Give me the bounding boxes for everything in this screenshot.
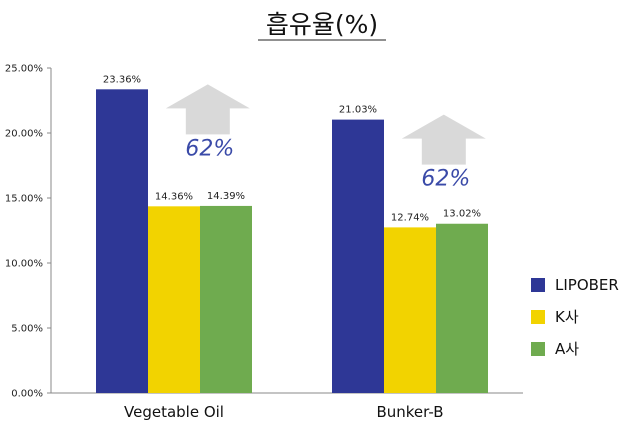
legend-label: LIPOBER xyxy=(555,276,619,294)
legend-swatch xyxy=(531,278,545,292)
data-labels: 23.36% 14.36% 14.39% 21.03% 12.74% 13.02% xyxy=(103,74,481,223)
legend-label: A사 xyxy=(555,340,579,358)
data-label: 23.36% xyxy=(103,74,141,85)
y-tick-label: 25.00% xyxy=(5,64,43,75)
increase-annotation: 62% xyxy=(185,136,234,161)
data-label: 12.74% xyxy=(391,212,429,223)
bars xyxy=(96,89,488,394)
legend-label: K사 xyxy=(555,308,579,326)
bar xyxy=(148,206,200,393)
bar xyxy=(332,119,384,394)
legend-swatch xyxy=(531,342,545,356)
y-tick-label: 10.00% xyxy=(5,259,43,270)
x-tick-label: Bunker-B xyxy=(376,403,443,421)
data-label: 21.03% xyxy=(339,105,377,116)
y-tick-label: 15.00% xyxy=(5,194,43,205)
bar xyxy=(200,205,252,393)
y-tick-label: 0.00% xyxy=(11,389,43,400)
y-tick-label: 5.00% xyxy=(11,324,43,335)
legend: LIPOBER K사 A사 xyxy=(531,276,619,358)
up-arrow-icon xyxy=(401,114,486,165)
increase-annotation: 62% xyxy=(421,167,470,192)
data-label: 14.36% xyxy=(155,191,193,202)
x-tick-label: Vegetable Oil xyxy=(124,403,224,421)
legend-swatch xyxy=(531,310,545,324)
bar xyxy=(436,223,488,393)
chart-title: 흡유율(%) xyxy=(266,10,378,39)
bar xyxy=(384,227,436,393)
y-tick-label: 20.00% xyxy=(5,129,43,140)
data-label: 13.02% xyxy=(443,209,481,220)
bar xyxy=(96,89,148,393)
data-label: 14.39% xyxy=(207,191,245,202)
annotation-arrows: 62% 62% xyxy=(165,84,486,192)
up-arrow-icon xyxy=(165,84,250,135)
